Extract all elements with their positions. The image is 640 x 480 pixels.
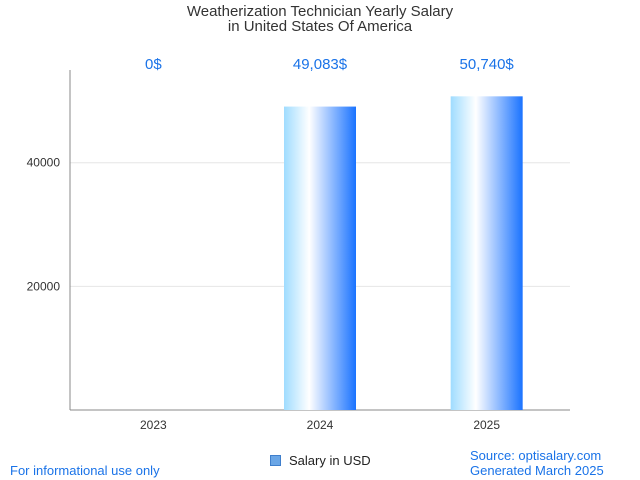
disclaimer-text: For informational use only	[10, 463, 160, 478]
data-label: 49,083$	[293, 56, 348, 73]
x-tick-label: 2024	[307, 418, 334, 432]
legend-label: Salary in USD	[289, 452, 371, 468]
legend: Salary in USD	[270, 452, 371, 468]
legend-swatch	[270, 454, 281, 466]
chart-subtitle: in United States Of America	[227, 18, 413, 35]
data-label: 50,740$	[460, 56, 515, 73]
chart-title: Weatherization Technician Yearly Salary	[186, 3, 454, 20]
source-text: Source: optisalary.com	[470, 448, 602, 463]
y-tick-label: 20000	[27, 279, 61, 293]
generated-text: Generated March 2025	[470, 463, 604, 478]
bar	[450, 96, 523, 411]
x-tick-label: 2023	[140, 418, 167, 432]
x-tick-label: 2025	[473, 418, 500, 432]
data-label: 0$	[145, 56, 162, 73]
bar	[284, 106, 356, 410]
y-tick-label: 40000	[27, 156, 61, 170]
